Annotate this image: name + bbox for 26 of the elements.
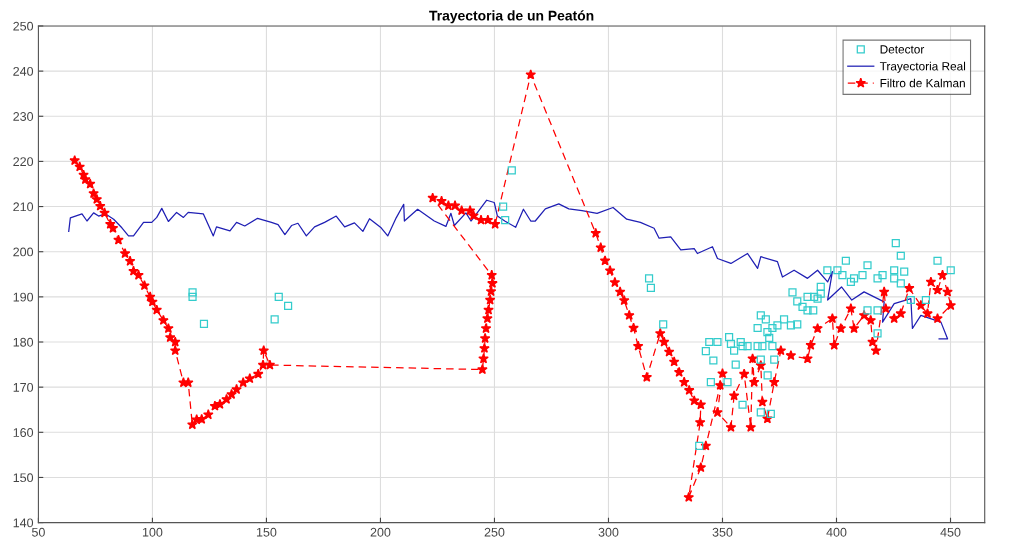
line-series	[68, 199, 949, 340]
y-tick-label: 210	[13, 202, 34, 212]
y-tick-label: 140	[13, 518, 34, 528]
x-tick-label: 50	[31, 527, 45, 537]
x-tick-label: 250	[484, 527, 505, 537]
x-tick-label: 400	[826, 527, 847, 537]
x-tick-label: 150	[256, 527, 277, 537]
y-tick-label: 200	[13, 247, 34, 257]
y-tick-label: 160	[13, 428, 34, 437]
y-tick-label: 180	[13, 337, 34, 347]
y-tick-label: 230	[13, 112, 34, 121]
legend-label: Trayectoria Real	[879, 61, 966, 73]
y-tick-label: 170	[13, 382, 34, 392]
chart-title: Trayectoria de un Peatón	[429, 10, 594, 24]
x-tick-label: 100	[142, 527, 163, 537]
legend-label: Detector	[880, 45, 925, 54]
y-tick-label: 250	[13, 21, 34, 31]
y-tick-label: 240	[13, 66, 34, 76]
x-tick-label: 350	[712, 527, 733, 537]
y-tick-label: 220	[13, 157, 34, 167]
legend-label: Filtro de Kalman	[880, 78, 965, 88]
x-tick-label: 300	[598, 527, 619, 537]
y-tick-label: 150	[13, 473, 34, 483]
x-tick-label: 200	[370, 527, 391, 537]
x-tick-label: 450	[940, 527, 961, 537]
y-tick-label: 190	[13, 292, 34, 302]
